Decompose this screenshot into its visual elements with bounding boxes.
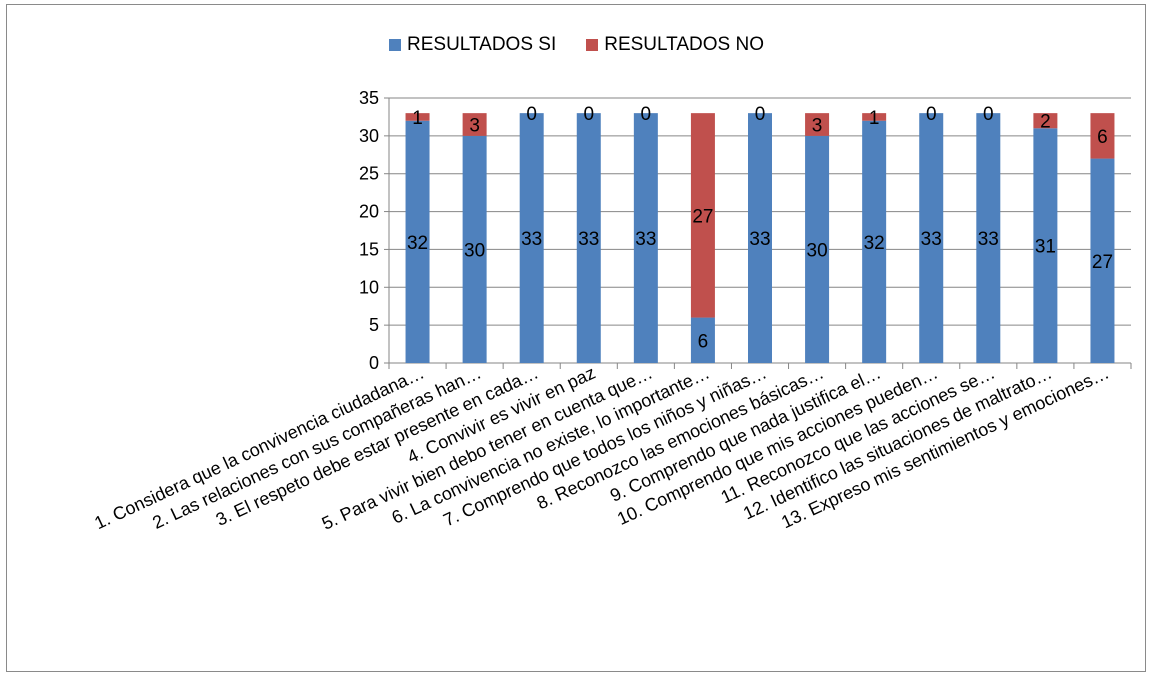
data-label-no-8: 3 (812, 116, 823, 137)
bar-si-8 (805, 135, 830, 363)
data-label-no-10: 0 (926, 104, 937, 125)
legend-label-no: RESULTADOS NO (604, 34, 764, 55)
bar-no-1 (405, 113, 430, 121)
y-tick-label-5: 25 (359, 164, 379, 184)
bar-no-8 (805, 113, 830, 136)
data-label-si-13: 27 (1092, 252, 1113, 273)
data-label-si-3: 33 (521, 229, 542, 250)
bar-si-9 (862, 120, 887, 363)
legend-label-si: RESULTADOS SI (407, 34, 557, 55)
chart-frame (6, 4, 1146, 672)
bar-si-11 (976, 113, 1001, 364)
bar-si-5 (633, 113, 658, 364)
bar-no-2 (462, 113, 487, 136)
legend-item-no: RESULTADOS NO (586, 34, 764, 56)
data-label-no-4: 0 (583, 104, 594, 125)
data-label-si-12: 31 (1035, 237, 1056, 258)
data-label-no-12: 2 (1040, 112, 1051, 133)
data-label-no-3: 0 (526, 104, 537, 125)
data-label-no-1: 1 (412, 108, 423, 129)
y-tick-label-0: 0 (369, 353, 379, 373)
bar-si-10 (919, 113, 944, 364)
data-label-si-9: 32 (864, 233, 885, 254)
data-label-si-2: 30 (464, 240, 485, 261)
data-label-no-5: 0 (641, 104, 652, 125)
y-tick-label-1: 5 (369, 315, 379, 335)
bar-no-6 (690, 113, 715, 318)
data-label-si-4: 33 (578, 229, 599, 250)
data-label-no-13: 6 (1097, 127, 1108, 148)
bar-si-1 (405, 120, 430, 363)
data-label-si-7: 33 (749, 229, 770, 250)
bar-si-12 (1033, 128, 1058, 363)
y-tick-label-4: 20 (359, 202, 379, 222)
data-label-no-6: 27 (692, 206, 713, 227)
data-label-si-11: 33 (978, 229, 999, 250)
data-label-no-7: 0 (755, 104, 766, 125)
legend-item-si: RESULTADOS SI (389, 34, 556, 56)
data-label-si-6: 6 (698, 331, 709, 352)
legend-swatch-si (389, 39, 401, 51)
data-label-no-9: 1 (869, 108, 880, 129)
bar-si-13 (1090, 158, 1115, 363)
data-label-no-2: 3 (469, 116, 480, 137)
bar-si-2 (462, 135, 487, 363)
y-tick-label-6: 30 (359, 126, 379, 146)
chart-legend: RESULTADOS SI RESULTADOS NO (0, 34, 1153, 56)
data-label-si-8: 30 (807, 240, 828, 261)
data-label-si-5: 33 (635, 229, 656, 250)
bar-no-9 (862, 113, 887, 121)
y-tick-label-2: 10 (359, 277, 379, 297)
bar-si-7 (748, 113, 772, 364)
bar-no-12 (1033, 113, 1058, 129)
bar-si-3 (519, 113, 544, 364)
bar-no-13 (1090, 113, 1115, 159)
data-label-no-11: 0 (983, 104, 994, 125)
legend-swatch-no (586, 39, 599, 51)
data-label-si-1: 32 (407, 233, 428, 254)
data-label-si-10: 33 (921, 229, 942, 250)
bar-si-4 (576, 113, 601, 364)
y-tick-label-7: 35 (359, 88, 379, 108)
y-tick-label-3: 15 (359, 239, 379, 259)
bar-si-6 (690, 317, 715, 363)
